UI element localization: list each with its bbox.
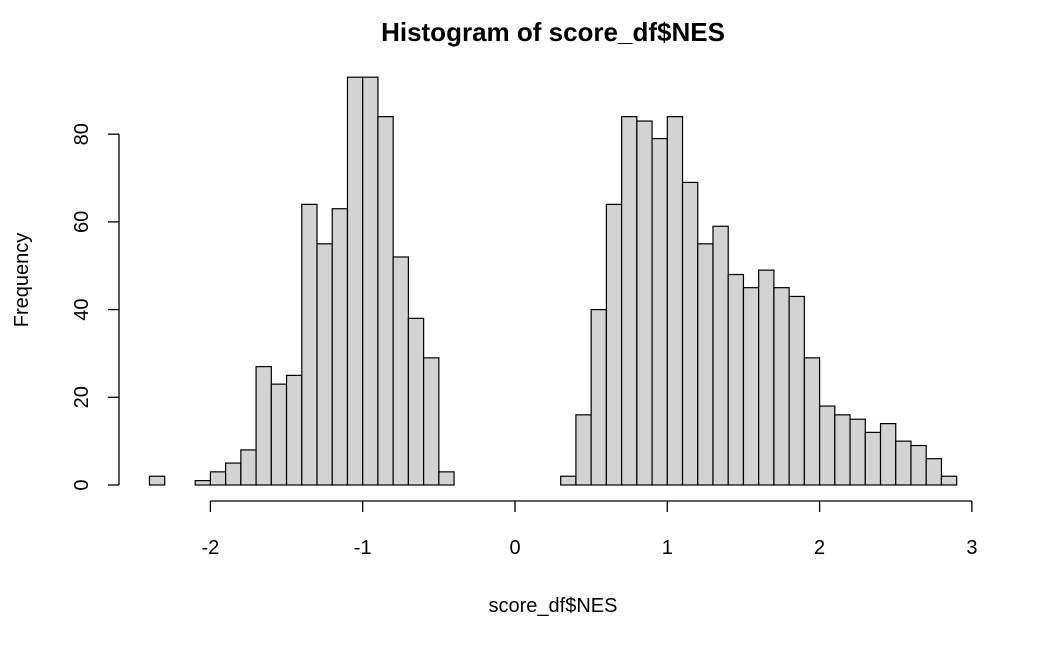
x-tick-label: 3 <box>966 537 977 559</box>
histogram-bar <box>346 76 364 486</box>
x-axis-label: score_df$NES <box>489 595 618 617</box>
histogram-bar <box>209 471 227 486</box>
histogram-bar <box>879 423 897 486</box>
x-tick-label: 0 <box>509 537 520 559</box>
histogram-bar <box>788 295 805 486</box>
x-tick-label: 1 <box>662 537 673 559</box>
y-tick-label: 80 <box>71 123 93 145</box>
histogram-bar <box>301 203 318 486</box>
histogram-bar <box>697 243 714 486</box>
y-tick-label: 40 <box>71 298 93 320</box>
histogram-bar <box>895 440 912 486</box>
histogram-bar <box>773 287 790 486</box>
chart-title: Histogram of score_df$NES <box>381 17 725 47</box>
histogram-bar <box>864 431 882 486</box>
histogram-bars <box>148 76 958 486</box>
histogram-bar <box>818 405 836 486</box>
histogram-bar <box>636 120 653 486</box>
histogram-bar <box>270 383 288 486</box>
histogram-bar <box>285 374 303 486</box>
y-axis: 0 20 40 60 80 <box>71 123 120 491</box>
histogram-bar <box>940 475 958 486</box>
y-axis-label: Frequency <box>11 233 33 328</box>
y-tick-label: 0 <box>71 479 93 490</box>
histogram-bar <box>560 475 577 486</box>
histogram-bar <box>727 273 745 486</box>
histogram-bar <box>331 208 349 486</box>
histogram-bar <box>651 137 668 486</box>
histogram-bar <box>834 414 851 486</box>
histogram-bar <box>681 181 699 486</box>
histogram-bar <box>575 414 592 486</box>
histogram-bar <box>758 269 775 486</box>
histogram-bar <box>407 317 425 486</box>
histogram-bar <box>255 366 272 486</box>
histogram-bar <box>666 116 684 486</box>
histogram-bar <box>803 357 821 486</box>
histogram-bar <box>392 256 409 486</box>
histogram-bar <box>590 309 607 486</box>
histogram-bar <box>148 475 166 486</box>
histogram-bar <box>910 444 927 486</box>
histogram-bar <box>438 471 455 486</box>
histogram-bar <box>849 418 866 486</box>
x-tick-label: -2 <box>202 537 220 559</box>
x-tick-label: 2 <box>814 537 825 559</box>
histogram-bar <box>423 357 440 486</box>
x-axis: -2 -1 0 1 2 3 <box>202 500 977 559</box>
histogram-bar <box>240 449 257 486</box>
y-tick-label: 60 <box>71 211 93 233</box>
histogram-bar <box>194 480 211 486</box>
histogram-bar <box>742 287 760 486</box>
histogram-bar <box>621 116 638 486</box>
histogram-bar <box>605 203 623 486</box>
histogram-bar <box>925 458 943 486</box>
histogram-bar <box>316 243 333 486</box>
y-tick-label: 20 <box>71 386 93 408</box>
histogram-bar <box>225 462 242 486</box>
histogram-bar <box>362 76 379 486</box>
histogram-bar <box>712 225 729 486</box>
histogram-bar <box>377 116 394 486</box>
x-tick-label: -1 <box>354 537 372 559</box>
